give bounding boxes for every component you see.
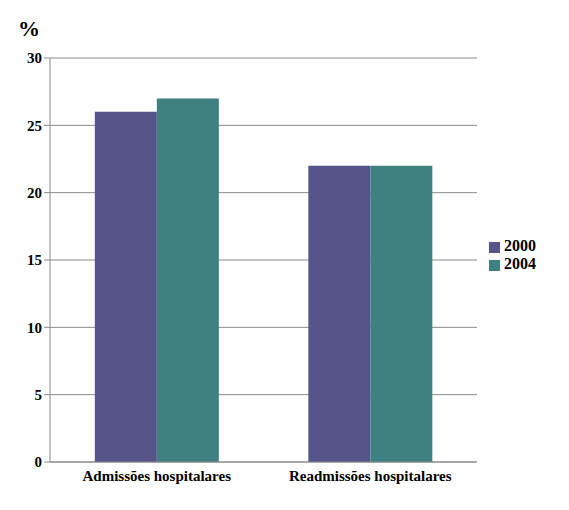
svg-text:0: 0: [35, 454, 43, 470]
svg-text:%: %: [18, 16, 40, 41]
svg-text:15: 15: [27, 252, 42, 268]
svg-text:10: 10: [27, 320, 42, 336]
svg-text:30: 30: [27, 50, 42, 66]
html-text:2004: 2004: [504, 255, 536, 272]
html-text:2000: 2000: [504, 237, 536, 254]
svg-text:Readmissões hospitalares: Readmissões hospitalares: [289, 468, 452, 484]
svg-text:25: 25: [27, 118, 42, 134]
svg-text:5: 5: [35, 387, 43, 403]
svg-text:Admissões hospitalares: Admissões hospitalares: [83, 468, 232, 484]
svg-text:20: 20: [27, 185, 42, 201]
